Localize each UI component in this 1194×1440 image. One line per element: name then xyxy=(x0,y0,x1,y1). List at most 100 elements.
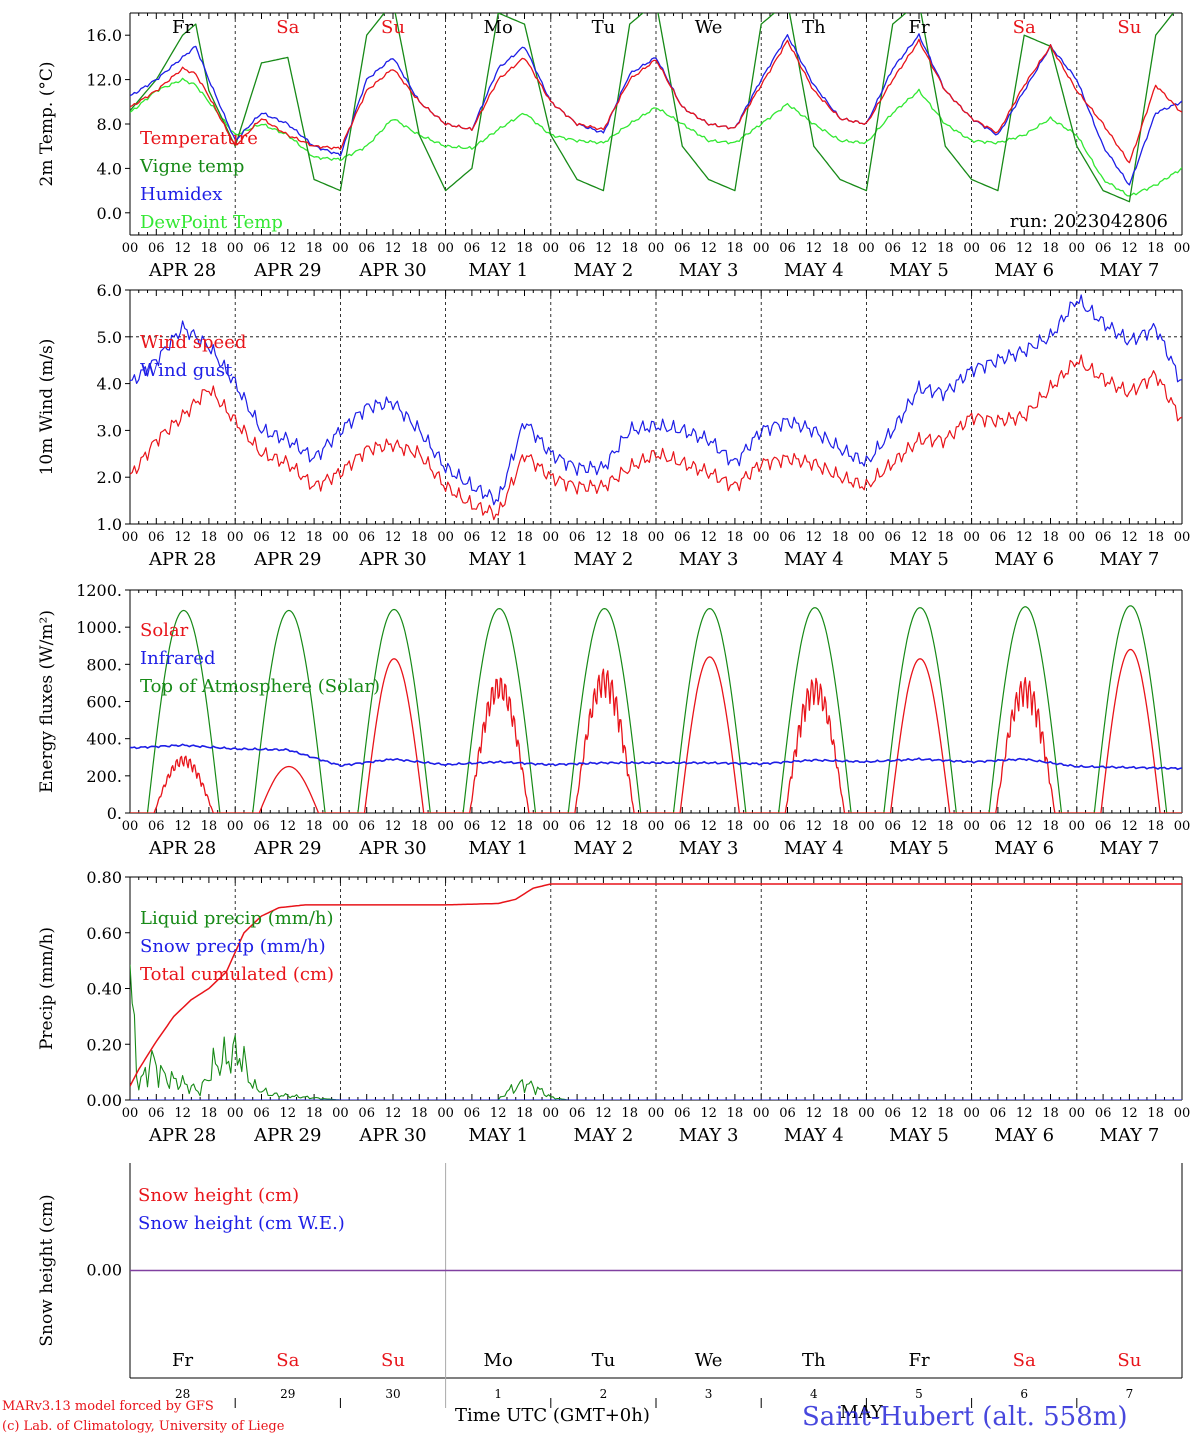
hour-tick-label: 00 xyxy=(1174,530,1191,545)
day-number-label: 29 xyxy=(280,1387,295,1401)
hour-tick-label: 18 xyxy=(516,241,533,256)
legend-entry: Snow precip (mm/h) xyxy=(140,936,326,957)
hour-tick-label: 06 xyxy=(990,530,1007,545)
y-axis-title: Precip (mm/h) xyxy=(37,927,57,1050)
day-of-week-label: Sa xyxy=(276,17,299,38)
y-tick-label: 0.20 xyxy=(86,1035,122,1054)
date-label: MAY 6 xyxy=(994,260,1054,281)
date-label: MAY 2 xyxy=(574,1125,634,1146)
hour-tick-label: 12 xyxy=(174,1106,191,1121)
y-tick-label: 0.60 xyxy=(86,924,122,943)
legend-entry: Humidex xyxy=(140,184,222,205)
legend-entry: Snow height (cm) xyxy=(138,1185,299,1206)
hour-tick-label: 12 xyxy=(700,530,717,545)
date-label: MAY 5 xyxy=(889,260,949,281)
hour-tick-label: 18 xyxy=(937,530,954,545)
hour-tick-label: 18 xyxy=(201,241,218,256)
hour-tick-label: 18 xyxy=(306,530,323,545)
hour-tick-label: 06 xyxy=(464,241,481,256)
hour-tick-label: 00 xyxy=(332,1106,349,1121)
hour-tick-label: 00 xyxy=(963,819,980,834)
hour-tick-label: 12 xyxy=(911,1106,928,1121)
y-tick-label: 12.0 xyxy=(86,71,122,90)
hour-tick-label: 06 xyxy=(1095,241,1112,256)
hour-tick-label: 12 xyxy=(806,241,823,256)
hour-tick-label: 00 xyxy=(858,241,875,256)
hour-tick-label: 12 xyxy=(1121,1106,1138,1121)
date-label: MAY 2 xyxy=(574,260,634,281)
hour-tick-label: 00 xyxy=(332,241,349,256)
date-label: APR 30 xyxy=(358,1125,426,1146)
hour-tick-label: 12 xyxy=(1016,241,1033,256)
hour-tick-label: 06 xyxy=(990,819,1007,834)
legend-entry: Top of Atmosphere (Solar) xyxy=(140,676,380,697)
hour-tick-label: 18 xyxy=(516,819,533,834)
date-label: MAY 4 xyxy=(784,549,844,570)
hour-tick-label: 18 xyxy=(832,241,849,256)
hour-tick-label: 06 xyxy=(464,1106,481,1121)
y-axis-title: 2m Temp. (°C) xyxy=(37,61,57,186)
hour-tick-label: 06 xyxy=(884,241,901,256)
hour-tick-label: 00 xyxy=(1174,241,1191,256)
day-number-label: 1 xyxy=(494,1387,502,1401)
legend-entry: Temperature xyxy=(140,128,258,149)
hour-tick-label: 18 xyxy=(306,241,323,256)
y-axis-title: 10m Wind (m/s) xyxy=(37,339,57,476)
date-label: MAY 7 xyxy=(1100,838,1160,859)
hour-tick-label: 12 xyxy=(911,241,928,256)
hour-tick-label: 12 xyxy=(385,530,402,545)
hour-tick-label: 12 xyxy=(1016,530,1033,545)
date-label: MAY 5 xyxy=(889,1125,949,1146)
hour-tick-label: 00 xyxy=(122,530,139,545)
y-tick-label: 0.40 xyxy=(86,980,122,999)
date-label: APR 28 xyxy=(148,838,216,859)
plot-area xyxy=(130,294,1182,521)
y-tick-label: 200. xyxy=(86,767,122,786)
hour-tick-label: 18 xyxy=(727,241,744,256)
hour-tick-label: 06 xyxy=(990,241,1007,256)
hour-tick-label: 06 xyxy=(358,1106,375,1121)
y-tick-label: 400. xyxy=(86,730,122,749)
hour-tick-label: 12 xyxy=(1016,1106,1033,1121)
date-label: APR 30 xyxy=(358,260,426,281)
hour-tick-label: 12 xyxy=(174,241,191,256)
hour-tick-label: 00 xyxy=(648,530,665,545)
legend-entry: Infrared xyxy=(140,648,215,669)
day-of-week-label: Fr xyxy=(908,1350,929,1371)
y-tick-label: 0. xyxy=(107,804,122,823)
hour-tick-label: 18 xyxy=(937,1106,954,1121)
hour-tick-label: 06 xyxy=(569,819,586,834)
legend-entry: Wind speed xyxy=(140,332,246,353)
hour-tick-label: 12 xyxy=(595,530,612,545)
hour-tick-label: 06 xyxy=(779,1106,796,1121)
hour-tick-label: 06 xyxy=(674,241,691,256)
hour-tick-label: 18 xyxy=(621,1106,638,1121)
hour-tick-label: 18 xyxy=(621,530,638,545)
y-tick-label: 0.00 xyxy=(86,1261,122,1280)
y-tick-label: 0.00 xyxy=(86,1091,122,1110)
y-tick-label: 600. xyxy=(86,693,122,712)
hour-tick-label: 12 xyxy=(1121,819,1138,834)
hour-tick-label: 00 xyxy=(963,530,980,545)
day-of-week-label: Su xyxy=(1117,17,1141,38)
hour-tick-label: 12 xyxy=(700,241,717,256)
hour-tick-label: 00 xyxy=(227,819,244,834)
hour-tick-label: 06 xyxy=(358,530,375,545)
date-label: MAY 1 xyxy=(468,549,528,570)
hour-tick-label: 18 xyxy=(516,1106,533,1121)
hour-tick-label: 00 xyxy=(753,530,770,545)
panel-2: 1.0 2.0 3.0 4.0 5.0 6.0 00 06 12 18 APR 28 00 06 12 18… xyxy=(37,281,1190,570)
day-number-label: 30 xyxy=(385,1387,400,1401)
hour-tick-label: 00 xyxy=(437,1106,454,1121)
hour-tick-label: 00 xyxy=(1069,530,1086,545)
date-label: APR 30 xyxy=(358,838,426,859)
hour-tick-label: 06 xyxy=(779,819,796,834)
hour-tick-label: 00 xyxy=(753,819,770,834)
hour-tick-label: 12 xyxy=(1016,819,1033,834)
hour-tick-label: 00 xyxy=(227,241,244,256)
day-of-week-label: Th xyxy=(802,17,826,38)
y-tick-label: 1000. xyxy=(76,618,122,637)
hour-tick-label: 12 xyxy=(490,241,507,256)
day-of-week-label: Mo xyxy=(484,1350,513,1371)
date-label: MAY 3 xyxy=(679,1125,739,1146)
